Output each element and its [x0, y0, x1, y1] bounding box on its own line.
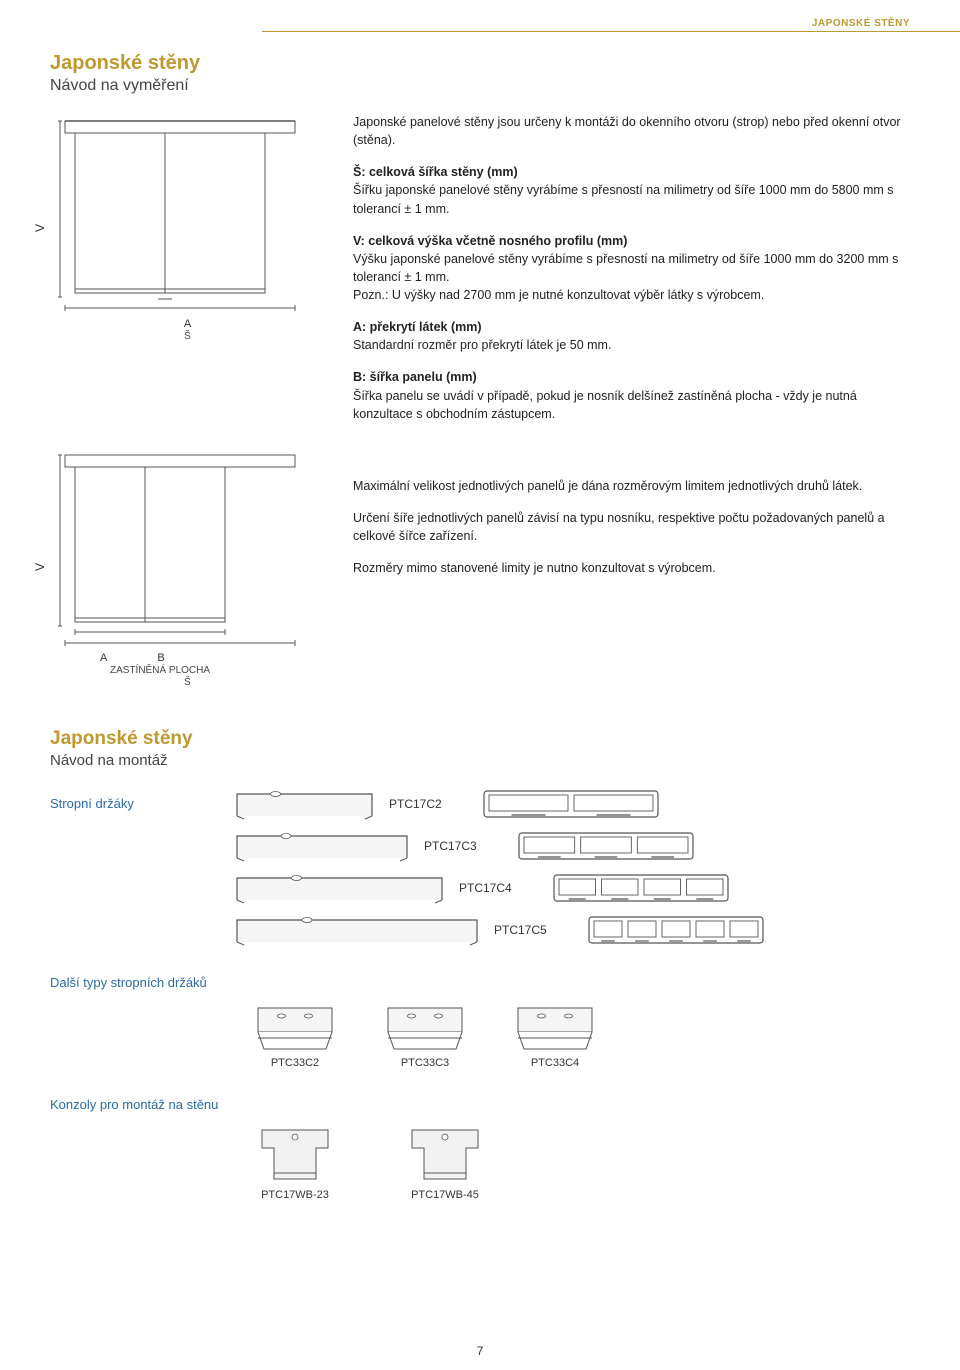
diagram2-a-label: A: [100, 652, 107, 664]
diagram2-b-label: B: [157, 652, 164, 664]
other-bracket-item: PTC33C4: [510, 1000, 600, 1069]
diagram1-s-label: Š: [50, 331, 325, 342]
wall-brackets-label: Konzoly pro montáž na stěnu: [50, 1097, 220, 1112]
other-brackets-label: Další typy stropních držáků: [50, 975, 220, 990]
bracket-code: PTC33C3: [401, 1057, 449, 1069]
bracket-row: PTC17C4: [50, 871, 910, 905]
bracket-row: PTC17C3: [50, 829, 910, 863]
bracket-code: PTC33C4: [531, 1057, 579, 1069]
bracket-code: PTC17C4: [459, 881, 539, 895]
bracket-row: PTC17C5: [50, 913, 910, 947]
bracket-code: PTC17WB-45: [411, 1189, 479, 1201]
diagram1-v-label: V: [33, 223, 47, 231]
wall-bracket-item: PTC17WB-45: [400, 1122, 490, 1201]
section2-subtitle: Návod na montáž: [50, 752, 910, 769]
page-number: 7: [477, 1344, 484, 1358]
section1-subtitle: Návod na vyměření: [50, 77, 910, 95]
bracket-code: PTC17C2: [389, 797, 469, 811]
page-category-header: JAPONSKÉ STĚNY: [262, 18, 960, 32]
wall-bracket-item: PTC17WB-23: [250, 1122, 340, 1201]
v-text: Výšku japonské panelové stěny vyrábíme s…: [353, 252, 898, 284]
bracket-code: PTC17WB-23: [261, 1189, 329, 1201]
s-heading: Š: celková šířka stěny (mm): [353, 165, 518, 179]
section1-title: Japonské stěny: [50, 52, 910, 75]
a-heading: A: překrytí látek (mm): [353, 320, 482, 334]
ceiling-label: Stropní držáky: [50, 796, 220, 811]
diagram1-a-label: A: [184, 318, 191, 330]
section2-title: Japonské stěny: [50, 728, 910, 750]
max-text: Maximální velikost jednotlivých panelů j…: [353, 477, 910, 495]
b-text: Šířka panelu se uvádí v případě, pokud j…: [353, 389, 857, 421]
bracket-code: PTC17C5: [494, 923, 574, 937]
bracket-code: PTC17C3: [424, 839, 504, 853]
intro-text: Japonské panelové stěny jsou určeny k mo…: [353, 113, 910, 149]
s-text: Šířku japonské panelové stěny vyrábíme s…: [353, 183, 894, 215]
diagram-1: V A: [50, 113, 325, 342]
bracket-row: Stropní držáky PTC17C2: [50, 787, 910, 821]
a-text: Standardní rozměr pro překrytí látek je …: [353, 338, 611, 352]
other-bracket-item: PTC33C3: [380, 1000, 470, 1069]
diagram-2: V A: [50, 447, 325, 688]
other-bracket-item: PTC33C2: [250, 1000, 340, 1069]
bracket-code: PTC33C2: [271, 1057, 319, 1069]
diagram2-caption: ZASTÍNĚNÁ PLOCHA: [50, 665, 325, 676]
diagram2-s-label: Š: [50, 677, 325, 688]
limits-text: Rozměry mimo stanovené limity je nutno k…: [353, 559, 910, 577]
v-note: Pozn.: U výšky nad 2700 mm je nutné konz…: [353, 288, 764, 302]
b-heading: B: šířka panelu (mm): [353, 370, 477, 384]
width-text: Určení šíře jednotlivých panelů závisí n…: [353, 509, 910, 545]
v-heading: V: celková výška včetně nosného profilu …: [353, 234, 627, 248]
diagram2-v-label: V: [33, 563, 47, 571]
